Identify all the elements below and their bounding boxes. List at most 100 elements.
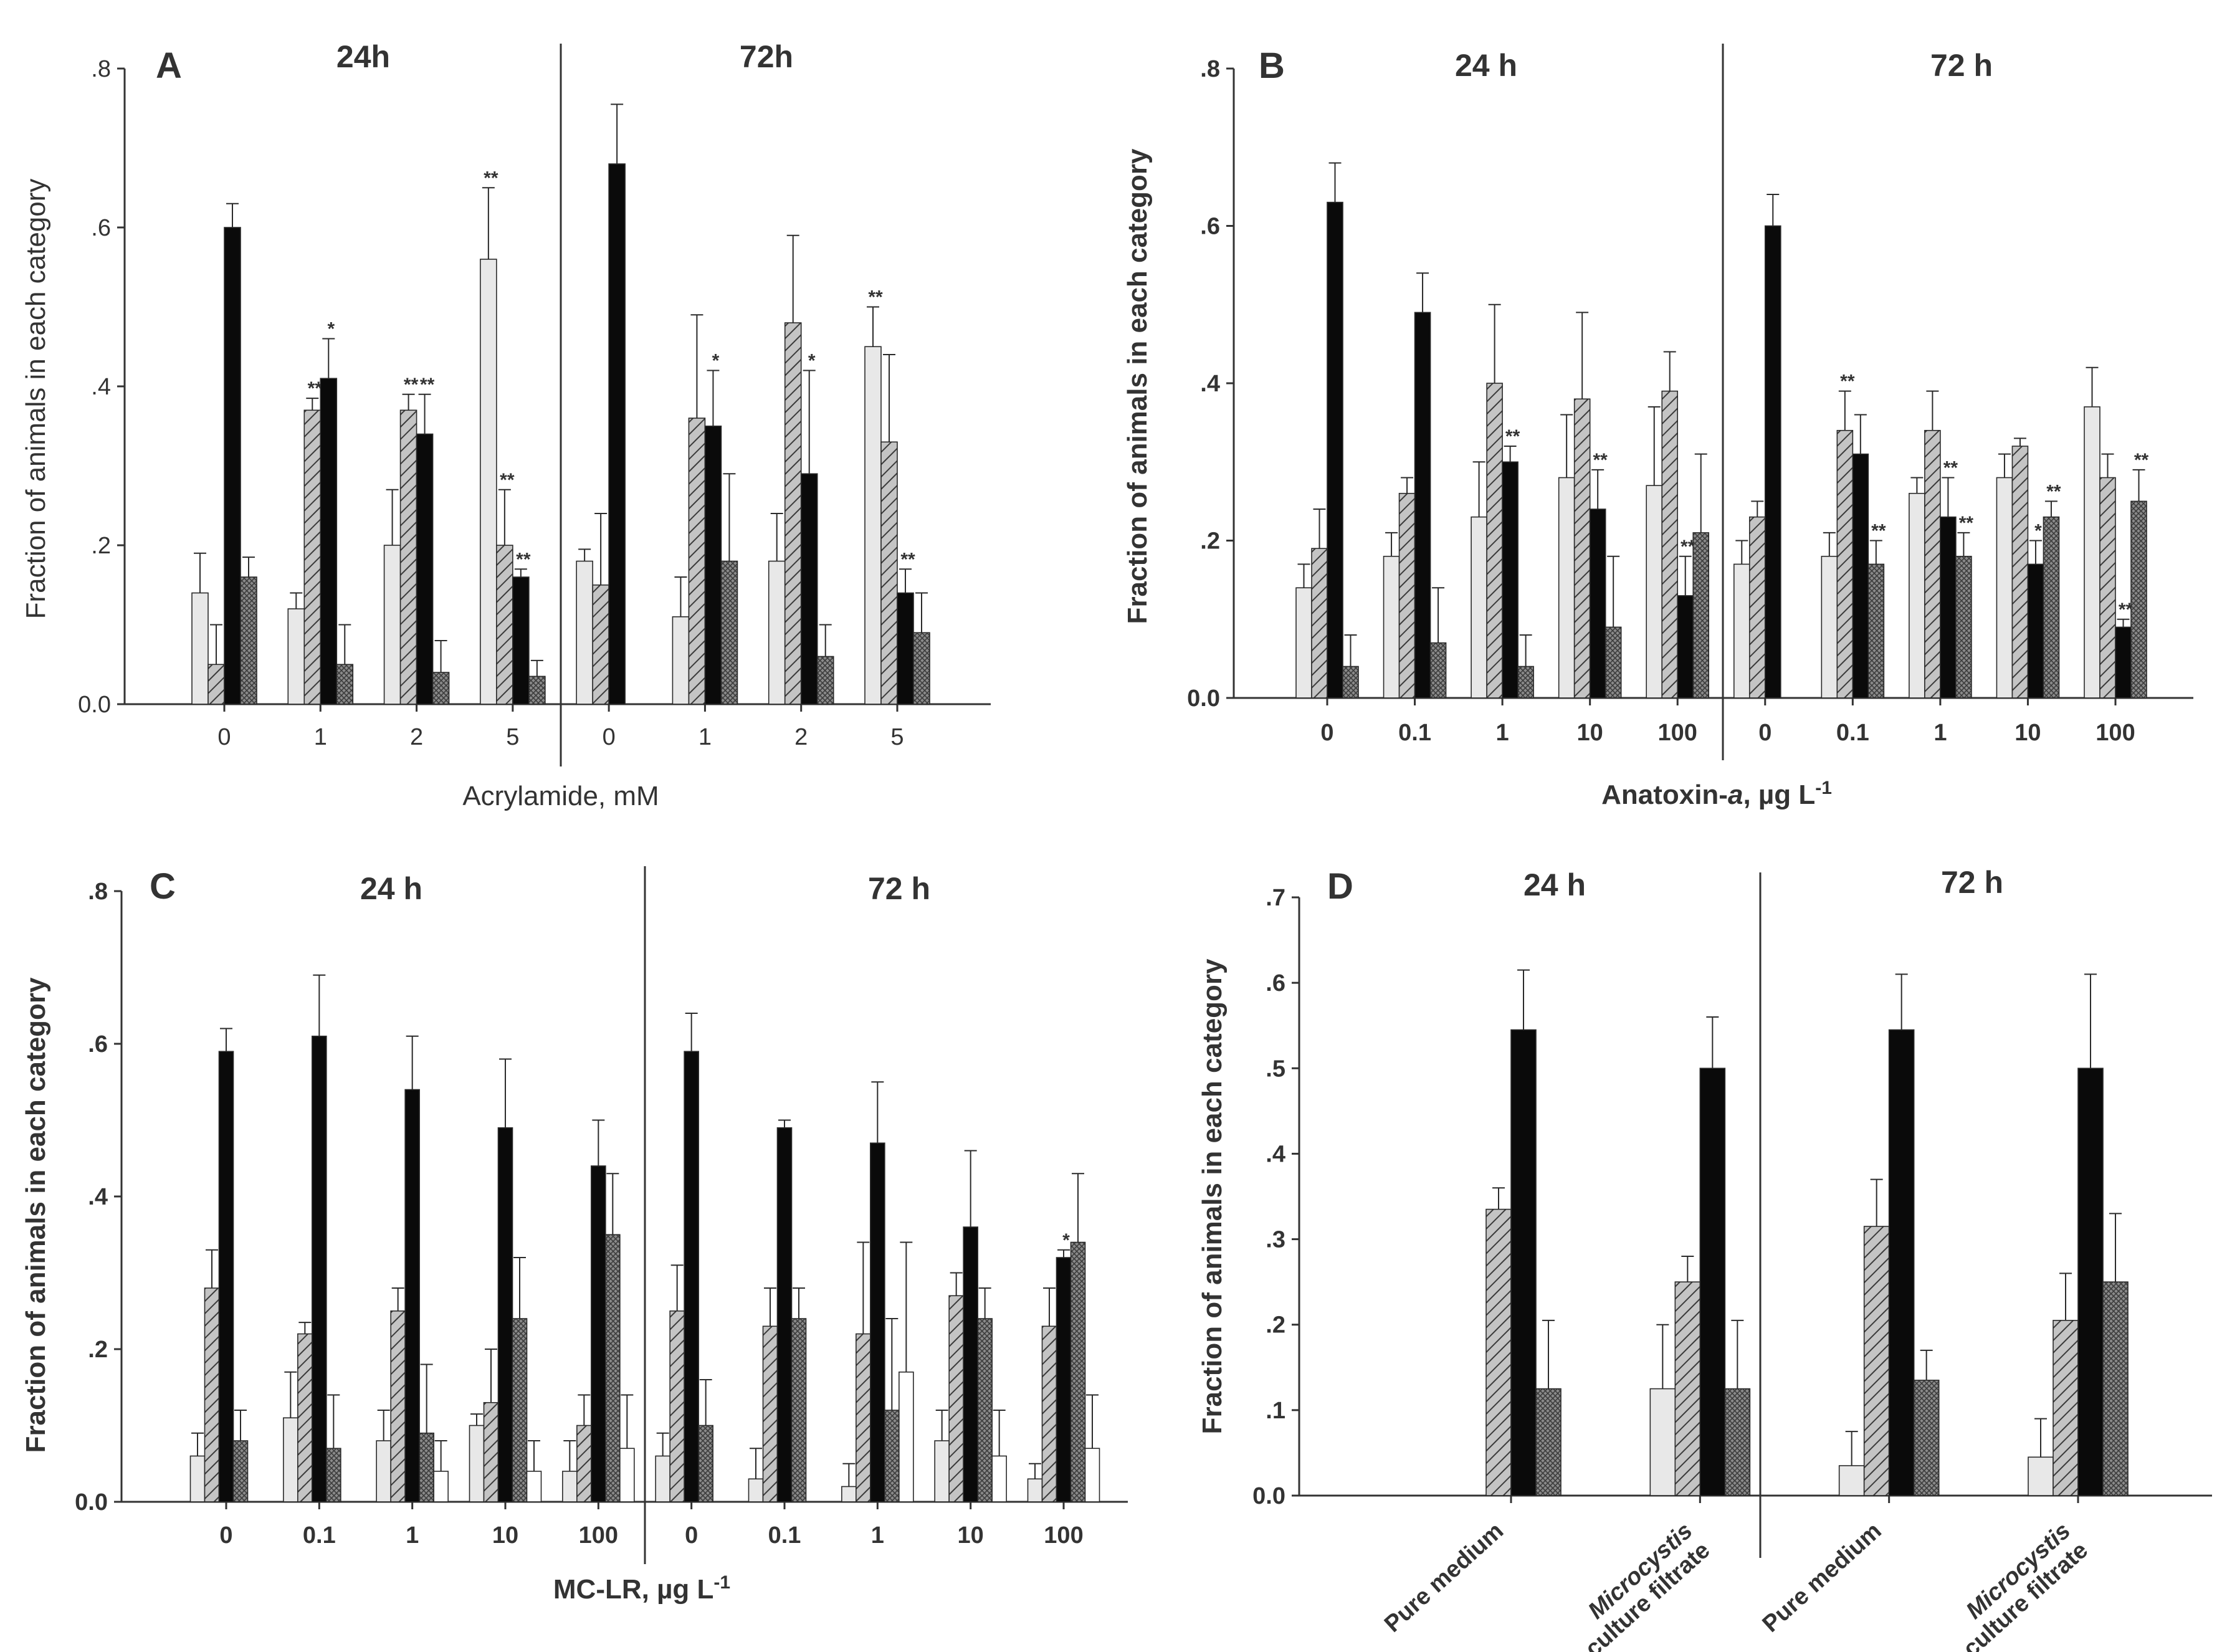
significance-marker: ** [1840, 371, 1855, 392]
significance-marker: ** [868, 287, 883, 308]
x-tick-label: 0 [1320, 720, 1333, 746]
bar [684, 1051, 699, 1502]
bar [2102, 1281, 2129, 1496]
y-tick-label: .4 [91, 374, 111, 400]
significance-marker: ** [2046, 481, 2061, 502]
bar [1724, 1388, 1751, 1496]
x-tick-label: 0 [1758, 720, 1771, 746]
x-tick-label: 0.1 [1398, 720, 1431, 746]
bar [672, 616, 690, 705]
bar [512, 1318, 528, 1502]
bar [303, 409, 322, 705]
bar [1429, 642, 1447, 699]
bar [224, 227, 241, 705]
bar [688, 418, 706, 705]
x-tick-label: 5 [890, 724, 904, 750]
y-tick-label: 0.0 [1252, 1483, 1285, 1509]
bar [1517, 666, 1534, 699]
bar [880, 441, 898, 705]
significance-marker: ** [2134, 450, 2149, 470]
panel-d: D Fraction of animals in each category 2… [1197, 865, 2212, 1652]
bar [1649, 1388, 1676, 1496]
bar [336, 664, 354, 705]
y-tick-label: .2 [88, 1337, 108, 1363]
bar [1913, 1380, 1940, 1496]
group-title-72h: 72 h [868, 871, 930, 906]
significance-marker: ** [900, 549, 915, 570]
bar [784, 322, 802, 705]
panel-c: C Fraction of animals in each category M… [21, 866, 1128, 1605]
bar [655, 1455, 670, 1502]
group-title-24h: 24 h [360, 871, 422, 906]
panel-letter: B [1259, 45, 1285, 86]
x-axis-label-superscript: -1 [713, 1572, 730, 1593]
bar [1558, 477, 1575, 699]
significance-marker: * [712, 351, 720, 371]
x-tick-label: 10 [2015, 720, 2041, 746]
bar [526, 1471, 542, 1502]
bar [884, 1410, 900, 1502]
bar [497, 1127, 513, 1502]
significance-marker: ** [1681, 537, 1695, 557]
bar [2011, 446, 2029, 699]
bar [1838, 1465, 1865, 1496]
bar [1674, 1281, 1701, 1496]
bar [768, 560, 786, 705]
significance-marker: ** [1959, 513, 1974, 533]
group-title-72h: 72 h [1930, 48, 1993, 83]
y-tick-label: .8 [91, 56, 111, 82]
bar [591, 1165, 606, 1502]
x-tick-label: 100 [579, 1522, 618, 1549]
bar [1605, 626, 1622, 699]
bar [2077, 1067, 2104, 1496]
x-tick-label: 1 [1934, 720, 1947, 746]
bar [419, 1432, 434, 1502]
x-axis-label: Acrylamide, mM [462, 781, 659, 811]
x-tick-label: 2 [410, 724, 423, 750]
bar [1070, 1241, 1086, 1502]
bar [1589, 508, 1606, 699]
bar [483, 1401, 499, 1502]
x-tick-label-line: Pure medium [1380, 1517, 1509, 1637]
significance-marker: ** [516, 549, 531, 570]
bar [232, 1440, 249, 1502]
y-tick-label: .8 [1200, 56, 1220, 82]
group-title-24h: 24h [336, 39, 390, 74]
bar [2043, 516, 2060, 699]
y-tick-label: .4 [1200, 371, 1220, 397]
bar [1510, 1029, 1537, 1496]
x-tick-label: 0.1 [768, 1522, 801, 1549]
bar [191, 592, 209, 705]
y-tick-label: .8 [88, 879, 108, 905]
significance-marker: ** [484, 168, 498, 188]
x-tick-label: Pure medium [1380, 1517, 1509, 1637]
y-tick-label: .1 [1266, 1398, 1285, 1424]
y-tick-label: 0.0 [75, 1489, 108, 1516]
bar [204, 1287, 220, 1502]
bar [913, 632, 930, 705]
x-tick-label: 0 [603, 724, 616, 750]
y-tick-label: .2 [1200, 528, 1220, 555]
bar [1836, 429, 1854, 699]
bar [1398, 492, 1416, 699]
bar [608, 163, 626, 705]
x-tick-label: 1 [699, 724, 712, 750]
bar [1996, 477, 2013, 699]
significance-marker: ** [500, 470, 515, 490]
bar [1733, 563, 1750, 699]
group-title-24h: 24 h [1455, 48, 1517, 83]
group-title-72h: 72 h [1941, 865, 2003, 900]
bar [2084, 406, 2100, 699]
bar [1867, 563, 1885, 699]
y-tick-label: .6 [1266, 970, 1285, 996]
bar [2099, 477, 2116, 699]
y-tick-label: 0.0 [78, 692, 111, 718]
bar [605, 1234, 621, 1502]
bar [2027, 563, 2044, 699]
x-tick-label: 10 [1577, 720, 1603, 746]
x-axis-label-italic: a [1728, 780, 1743, 810]
bar [1852, 453, 1869, 699]
bar [218, 1051, 234, 1502]
x-tick-label: 1 [1496, 720, 1509, 746]
